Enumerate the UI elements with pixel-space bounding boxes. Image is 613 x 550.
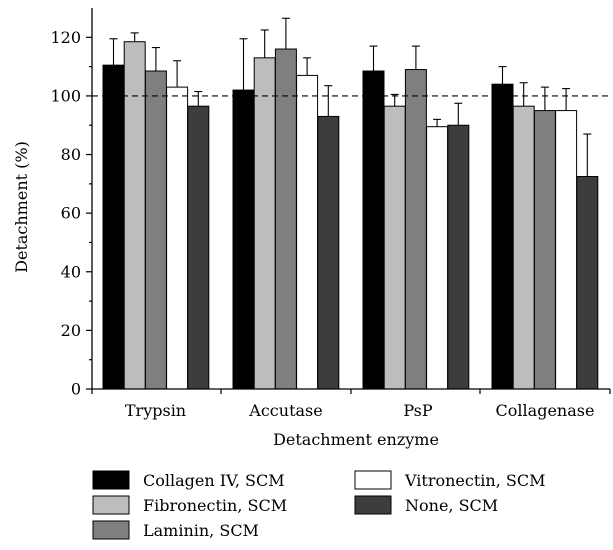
legend-item-5: None, SCM [354, 495, 498, 515]
error-bar [151, 47, 160, 72]
legend-swatch [92, 495, 130, 515]
bar-trypsin-4 [166, 86, 189, 390]
error-bar [239, 38, 248, 91]
legend-item-4: Vitronectin, SCM [354, 470, 545, 490]
error-bar [130, 32, 139, 42]
bar-trypsin-1 [102, 64, 125, 390]
bar-accutase-1 [232, 89, 255, 390]
legend-swatch [92, 520, 130, 540]
y-tick-label: 0 [71, 380, 81, 399]
legend-label: Vitronectin, SCM [404, 471, 545, 490]
bar-trypsin-5 [187, 105, 210, 390]
legend-label: None, SCM [405, 496, 498, 515]
bar-collagenase-4 [555, 110, 578, 390]
bar-accutase-3 [274, 48, 297, 390]
bar-psp-5 [447, 124, 470, 390]
x-tick-label-accutase: Accutase [248, 401, 322, 420]
legend: Collagen IV, SCM Fibronectin, SCM Laminin,… [92, 470, 545, 540]
bar-psp-3 [404, 69, 427, 390]
plot-area [92, 17, 610, 390]
bar-psp-1 [362, 70, 385, 390]
y-tick-label: 20 [61, 321, 81, 340]
legend-label: Laminin, SCM [143, 521, 259, 540]
bar-psp-4 [426, 126, 449, 390]
bar-trypsin-2 [123, 41, 146, 390]
y-tick-label: 60 [61, 204, 81, 223]
bar-collagenase-1 [491, 83, 514, 390]
bar-accutase-2 [253, 57, 276, 390]
y-tick-label: 80 [61, 145, 81, 164]
bar-collagenase-2 [512, 105, 535, 390]
legend-item-1: Collagen IV, SCM [92, 470, 285, 490]
legend-swatch [354, 470, 392, 490]
legend-swatch [92, 470, 130, 490]
y-tick-label: 100 [50, 86, 81, 105]
error-bar [519, 82, 528, 107]
bar-collagenase-3 [533, 110, 556, 390]
legend-label: Fibronectin, SCM [143, 496, 287, 515]
error-bar [433, 118, 442, 127]
error-bar [303, 57, 312, 76]
legend-item-2: Fibronectin, SCM [92, 495, 287, 515]
error-bar [454, 102, 463, 126]
x-tick-label-psp: PsP [403, 401, 433, 420]
bar-accutase-4 [296, 74, 319, 390]
error-bar [260, 29, 269, 58]
error-bar [498, 66, 507, 85]
bar-accutase-5 [317, 115, 340, 390]
x-tick-label-trypsin: Trypsin [125, 401, 186, 420]
error-bar [562, 88, 571, 111]
y-axis: 0 20 40 60 80 100 120 [50, 8, 93, 399]
y-tick-label: 40 [61, 262, 81, 281]
bar-collagenase-5 [576, 176, 599, 390]
x-axis: Trypsin Accutase PsP Collagenase [91, 388, 611, 420]
error-bar [583, 133, 592, 177]
error-bar [173, 60, 182, 88]
error-bar [369, 45, 378, 72]
legend-label: Collagen IV, SCM [143, 471, 285, 490]
legend-item-3: Laminin, SCM [92, 520, 259, 540]
bar-psp-2 [383, 105, 406, 390]
y-tick-label: 120 [50, 28, 81, 47]
x-axis-title: Detachment enzyme [273, 430, 439, 449]
y-axis-title: Detachment (%) [12, 141, 31, 273]
bar-trypsin-3 [144, 70, 167, 390]
error-bar [281, 17, 290, 50]
error-bar [540, 86, 549, 111]
error-bar [411, 45, 420, 70]
error-bar [324, 85, 333, 117]
legend-swatch [354, 495, 392, 515]
error-bar [109, 38, 118, 66]
error-bar [194, 90, 203, 107]
x-tick-label-collagenase: Collagenase [496, 401, 595, 420]
